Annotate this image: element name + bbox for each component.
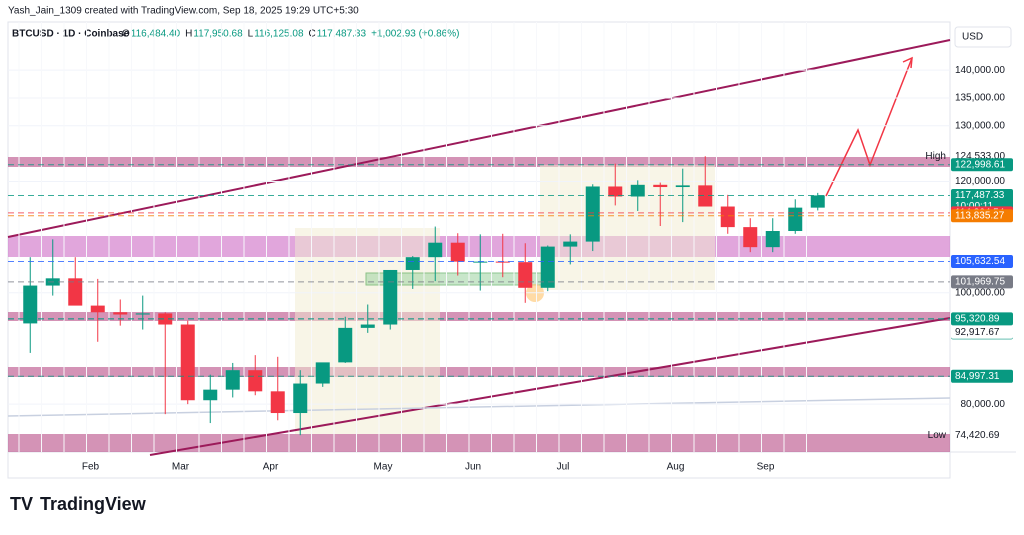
price-label-box: [951, 209, 1013, 223]
price-label: 101,969.75: [955, 276, 1005, 287]
candle-body: [563, 241, 578, 247]
price-label: 74,420.69: [955, 430, 1000, 441]
candle-body: [495, 261, 510, 263]
candle-body: [158, 313, 173, 325]
candle-body: [90, 305, 105, 313]
range-box: [540, 165, 715, 290]
candle-body: [338, 327, 353, 363]
candle-body: [743, 227, 758, 248]
symbol: BTCUSD · 1D · Coinbase: [12, 29, 130, 40]
price-tag: Low: [928, 430, 947, 441]
candle-body: [135, 313, 150, 315]
x-tick-label: Aug: [667, 462, 685, 473]
price-label-box: [951, 158, 1013, 172]
candle-body: [383, 269, 398, 325]
price-label-box: [951, 325, 1013, 339]
candle-body: [248, 370, 263, 392]
x-tick-label: Jun: [465, 462, 481, 473]
price-tag: High: [925, 151, 946, 162]
projection-arrow: [825, 57, 913, 197]
candle-body: [585, 186, 600, 242]
price-label-box: [951, 369, 1013, 383]
channel-line: [7, 39, 951, 238]
candle-body: [68, 278, 83, 306]
candle-body: [698, 185, 713, 207]
price-label: 95,320.89: [955, 313, 1000, 324]
arrow-head: [902, 56, 913, 69]
y-tick-label: 130,000.00: [955, 120, 1005, 131]
x-tick-label: Jul: [557, 462, 570, 473]
price-label-box: [951, 312, 1013, 326]
ohlc-key: L: [248, 29, 254, 40]
y-tick-label: 120,000.00: [955, 176, 1005, 187]
candle-body: [293, 383, 308, 414]
channel-line: [149, 317, 951, 456]
ohlc-key: H: [185, 29, 192, 40]
price-label: 105,632.54: [955, 256, 1005, 267]
price-label-box: [951, 275, 1013, 289]
candle-body: [720, 206, 735, 228]
currency: USD: [962, 32, 983, 43]
candle-body: [540, 246, 555, 288]
zone: [8, 434, 950, 452]
candle-body: [765, 231, 780, 248]
zone: [8, 236, 950, 257]
price-label: 117,487.33: [955, 190, 1005, 201]
x-tick-label: Apr: [263, 462, 279, 473]
candle-body: [180, 324, 195, 401]
price-label: 92,917.67: [955, 327, 1000, 338]
candle-body: [450, 242, 465, 262]
candle-body: [428, 242, 443, 258]
candle-body: [225, 370, 240, 390]
price-label: 124,533.00: [955, 151, 1005, 162]
y-tick-label: 80,000.00: [961, 399, 1006, 410]
currency-box: [954, 26, 1012, 48]
ohlc-value: 117,487.33: [317, 29, 367, 40]
candle-body: [360, 324, 375, 328]
y-tick-label: 135,000.00: [955, 93, 1005, 104]
zone: [8, 312, 950, 321]
candle-body: [23, 285, 38, 324]
change: +1,002.93 (+0.86%): [371, 29, 459, 40]
x-tick-label: May: [374, 462, 393, 473]
y-tick-label: 140,000.00: [955, 65, 1005, 76]
candle-body: [270, 391, 285, 414]
zone: [8, 157, 950, 167]
candle-body: [653, 184, 668, 188]
candle-body: [675, 185, 690, 188]
candle-body: [518, 262, 533, 288]
candle-body: [630, 184, 645, 197]
ohlc-key: C: [309, 29, 316, 40]
logo: TradingView: [40, 494, 147, 514]
candle-body: [113, 312, 128, 315]
logo-icon: TV: [10, 494, 33, 514]
x-tick-label: Feb: [82, 462, 100, 473]
price-label: 113,835.27: [955, 210, 1005, 221]
price-label-box: [951, 428, 1013, 442]
ohlc-value: 117,950.68: [193, 29, 243, 40]
candle-body: [315, 362, 330, 384]
ohlc-key: O: [122, 29, 130, 40]
candle-body: [203, 389, 218, 401]
price-label: 84,997.31: [955, 371, 1000, 382]
price-label-box: [951, 254, 1013, 268]
y-tick-label: 100,000.00: [955, 287, 1005, 298]
x-tick-label: Sep: [757, 462, 775, 473]
candle-body: [473, 261, 488, 263]
zone: [8, 367, 950, 377]
x-tick-label: Mar: [172, 462, 190, 473]
candle-body: [405, 257, 420, 270]
author-line: Yash_Jain_1309 created with TradingView.…: [8, 6, 359, 17]
candle-body: [608, 186, 623, 197]
candle-body: [788, 207, 803, 232]
ohlc-value: 116,484.40: [131, 29, 181, 40]
candle-body: [810, 195, 825, 208]
ohlc-value: 116,125.08: [254, 29, 304, 40]
price-label: 122,998.61: [955, 159, 1005, 170]
